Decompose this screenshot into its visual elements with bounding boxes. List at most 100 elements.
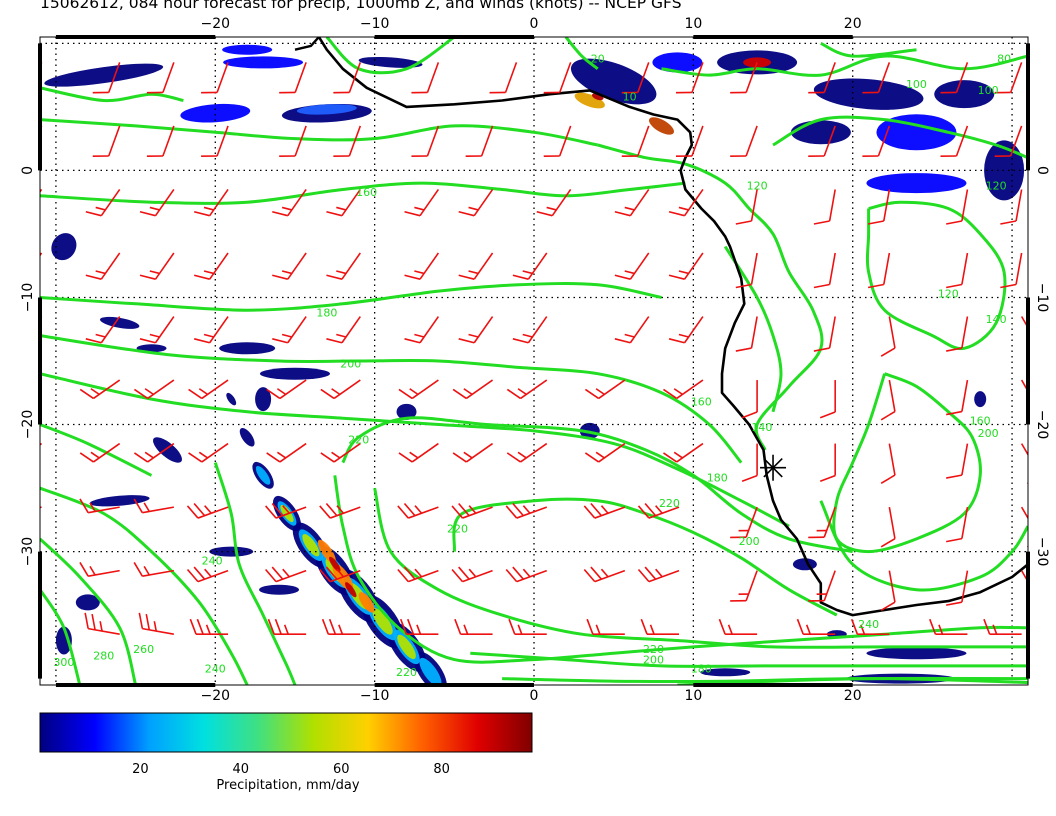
wind-barb [940, 62, 969, 94]
wind-barb [880, 506, 896, 548]
lon-tick-label-bottom: 0 [530, 688, 539, 704]
wind-barb [730, 125, 758, 158]
precip-patch [51, 233, 77, 261]
contour-label: 220 [396, 666, 417, 679]
wind-barb [668, 316, 704, 344]
contour-line [40, 486, 249, 685]
colorbar-tick-label: 80 [433, 762, 450, 777]
wind-barb [813, 252, 836, 289]
wind-barb [735, 189, 758, 225]
wind-barb [946, 443, 969, 479]
wind-barb [193, 316, 229, 344]
wind-barb [404, 189, 440, 217]
wind-barb [994, 62, 1023, 94]
contour-label: 200 [739, 535, 760, 548]
wind-barb [994, 125, 1023, 158]
wind-barb [741, 380, 758, 419]
wind-barb [735, 316, 758, 352]
wind-barb [508, 618, 547, 635]
contour-label: 180 [316, 307, 337, 320]
wind-barb [584, 379, 626, 400]
lon-tick-label-bottom: 20 [844, 688, 862, 704]
wind-barb [880, 379, 896, 421]
wind-barb [1020, 506, 1028, 548]
wind-barb [139, 316, 175, 344]
wind-barb [946, 570, 969, 606]
wind-barb [741, 443, 758, 483]
wind-barb [319, 503, 361, 519]
wind-barb [451, 503, 493, 519]
wind-barb [808, 506, 836, 539]
contour-label: 20 [591, 52, 605, 65]
wind-barb [40, 62, 43, 70]
contour-label: 120 [747, 179, 768, 192]
precip-patch [866, 647, 967, 660]
contour-line [40, 423, 153, 477]
wind-barb [201, 62, 229, 94]
wind-barb [452, 442, 494, 463]
contour-label: 180 [707, 472, 728, 485]
wind-barb [186, 566, 229, 583]
contour-label: 100 [906, 78, 927, 91]
precip-patch [89, 495, 150, 507]
contour-label: 200 [643, 653, 664, 666]
wind-barb [637, 503, 680, 519]
wind-barb [399, 618, 439, 635]
contour-label: 160 [970, 415, 991, 428]
contour-label: 240 [205, 662, 226, 675]
wind-barb [506, 379, 548, 400]
precip-patch [419, 657, 442, 685]
lat-tick-label-left: −10 [20, 283, 36, 313]
wind-barb [808, 570, 836, 602]
wind-barbs [40, 62, 1028, 635]
precip-patch [255, 465, 271, 485]
wind-barb [1000, 252, 1023, 289]
wind-barb [133, 379, 175, 400]
wind-barb [398, 379, 439, 400]
wind-barb [404, 252, 440, 280]
lat-tick-label-right: 0 [1034, 166, 1050, 175]
wind-barb [40, 506, 42, 509]
precip-colorbar: 20 40 60 80 Precipitation, mm/day [39, 712, 533, 793]
asterisk-marker-icon [760, 454, 787, 481]
lat-tick-label-left: 0 [20, 166, 36, 175]
wind-barb [146, 125, 175, 158]
precip-patch [790, 120, 851, 145]
wind-barb [79, 498, 120, 514]
precip-patch [255, 387, 272, 412]
wind-barb [188, 442, 229, 463]
contour-label: 300 [53, 656, 74, 669]
precip-patch [152, 437, 182, 463]
wind-barb [1020, 379, 1028, 421]
wind-barb [583, 503, 626, 519]
wind-barb [946, 252, 969, 289]
wind-barb [808, 125, 836, 158]
precip-patch [396, 403, 417, 420]
precip-patch [574, 92, 605, 109]
contour-label: 220 [643, 643, 664, 656]
wind-barb [411, 125, 440, 158]
wind-barb [40, 442, 43, 446]
colorbar-tick-label: 40 [233, 762, 250, 777]
wind-barb [266, 379, 307, 400]
contour-label: 240 [202, 554, 223, 567]
contour-line [40, 334, 743, 464]
precip-patch [700, 668, 751, 677]
wind-barb [880, 316, 896, 357]
precip-patch [239, 427, 255, 447]
contour-line [40, 86, 184, 103]
wind-barb [867, 252, 891, 289]
wind-barb [983, 618, 1022, 635]
precip-patch [226, 392, 237, 406]
precip-patch [974, 391, 987, 408]
wind-barb [326, 252, 361, 280]
wind-barb [614, 316, 650, 344]
wind-barb [186, 503, 229, 519]
wind-barb [512, 316, 548, 344]
precip-patch [648, 117, 674, 135]
wind-barb [862, 62, 891, 94]
contour-line [661, 54, 1028, 77]
wind-barb [1020, 443, 1028, 485]
precip-patch [345, 582, 357, 598]
